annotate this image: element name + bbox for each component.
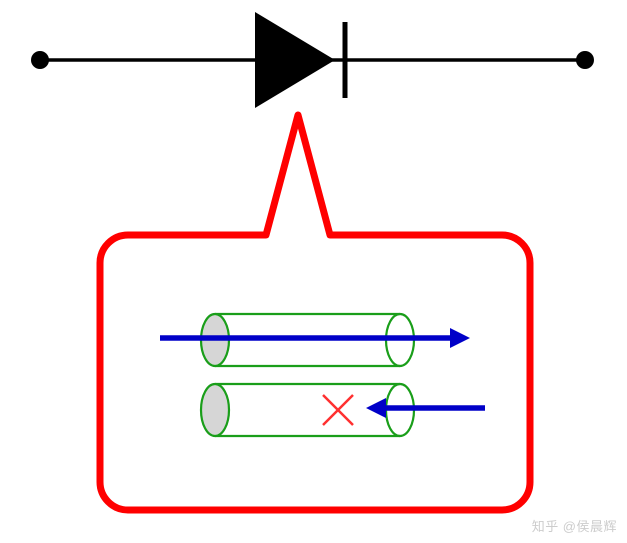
callout-bubble	[100, 115, 530, 510]
diode-terminal-left	[31, 51, 49, 69]
diode-triangle	[255, 12, 335, 108]
watermark-text: 知乎 @侯晨辉	[532, 516, 617, 535]
diode-terminal-right	[576, 51, 594, 69]
diagram-canvas	[0, 0, 627, 543]
